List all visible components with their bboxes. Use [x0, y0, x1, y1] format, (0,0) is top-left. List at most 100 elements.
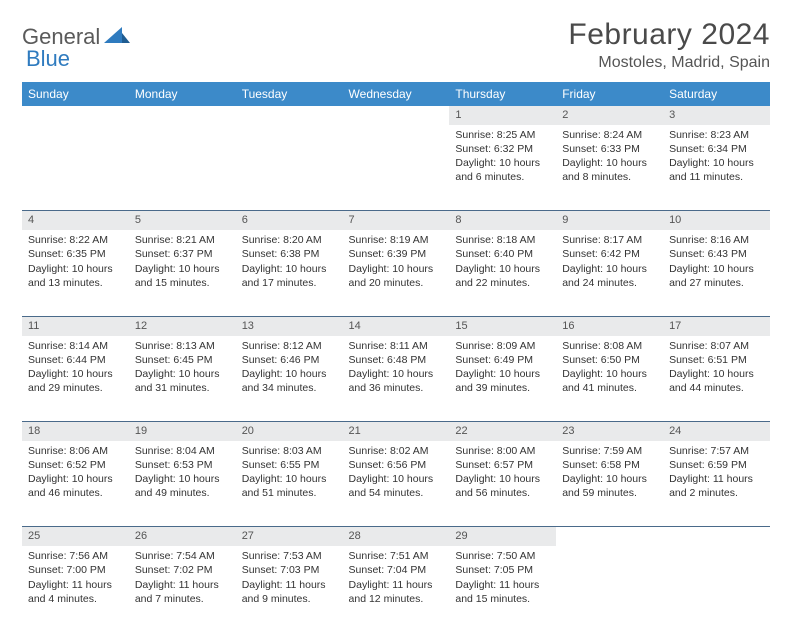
day-content-row: Sunrise: 8:14 AMSunset: 6:44 PMDaylight:… — [22, 336, 770, 422]
day-content-cell: Sunrise: 8:25 AMSunset: 6:32 PMDaylight:… — [449, 125, 556, 211]
day-content-cell: Sunrise: 8:16 AMSunset: 6:43 PMDaylight:… — [663, 230, 770, 316]
day-content-cell: Sunrise: 8:19 AMSunset: 6:39 PMDaylight:… — [343, 230, 450, 316]
sunrise-line: Sunrise: 8:04 AM — [135, 444, 230, 458]
day-number-cell: 12 — [129, 316, 236, 335]
day-number-cell: 9 — [556, 211, 663, 230]
sunrise-line: Sunrise: 8:00 AM — [455, 444, 550, 458]
daylight-line: Daylight: 10 hours and 54 minutes. — [349, 472, 444, 500]
daylight-line: Daylight: 10 hours and 51 minutes. — [242, 472, 337, 500]
weekday-header: Tuesday — [236, 82, 343, 106]
sunset-line: Sunset: 6:52 PM — [28, 458, 123, 472]
sunrise-line: Sunrise: 7:50 AM — [455, 549, 550, 563]
day-number-cell: 16 — [556, 316, 663, 335]
daylight-line: Daylight: 10 hours and 56 minutes. — [455, 472, 550, 500]
daylight-line: Daylight: 10 hours and 31 minutes. — [135, 367, 230, 395]
weekday-header: Monday — [129, 82, 236, 106]
weekday-header: Friday — [556, 82, 663, 106]
sunset-line: Sunset: 6:40 PM — [455, 247, 550, 261]
sunrise-line: Sunrise: 8:22 AM — [28, 233, 123, 247]
day-content-cell — [129, 125, 236, 211]
day-content-cell: Sunrise: 7:51 AMSunset: 7:04 PMDaylight:… — [343, 546, 450, 632]
day-content-cell: Sunrise: 7:56 AMSunset: 7:00 PMDaylight:… — [22, 546, 129, 632]
logo-word-blue: Blue — [26, 46, 70, 71]
day-number-cell: 29 — [449, 527, 556, 546]
day-content-cell: Sunrise: 8:12 AMSunset: 6:46 PMDaylight:… — [236, 336, 343, 422]
day-content-cell: Sunrise: 8:03 AMSunset: 6:55 PMDaylight:… — [236, 441, 343, 527]
day-number-row: 123 — [22, 106, 770, 125]
day-content-cell: Sunrise: 8:09 AMSunset: 6:49 PMDaylight:… — [449, 336, 556, 422]
sunset-line: Sunset: 6:44 PM — [28, 353, 123, 367]
sunrise-line: Sunrise: 8:19 AM — [349, 233, 444, 247]
day-number-row: 11121314151617 — [22, 316, 770, 335]
daylight-line: Daylight: 11 hours and 2 minutes. — [669, 472, 764, 500]
sunrise-line: Sunrise: 7:54 AM — [135, 549, 230, 563]
daylight-line: Daylight: 10 hours and 29 minutes. — [28, 367, 123, 395]
day-number-row: 2526272829 — [22, 527, 770, 546]
sunset-line: Sunset: 6:59 PM — [669, 458, 764, 472]
daylight-line: Daylight: 10 hours and 46 minutes. — [28, 472, 123, 500]
day-content-cell: Sunrise: 7:54 AMSunset: 7:02 PMDaylight:… — [129, 546, 236, 632]
day-content-cell: Sunrise: 7:53 AMSunset: 7:03 PMDaylight:… — [236, 546, 343, 632]
daylight-line: Daylight: 10 hours and 59 minutes. — [562, 472, 657, 500]
daylight-line: Daylight: 10 hours and 44 minutes. — [669, 367, 764, 395]
day-number-cell: 23 — [556, 422, 663, 441]
sunrise-line: Sunrise: 8:11 AM — [349, 339, 444, 353]
daylight-line: Daylight: 10 hours and 13 minutes. — [28, 262, 123, 290]
day-content-cell: Sunrise: 8:08 AMSunset: 6:50 PMDaylight:… — [556, 336, 663, 422]
sunset-line: Sunset: 6:48 PM — [349, 353, 444, 367]
day-content-cell: Sunrise: 8:02 AMSunset: 6:56 PMDaylight:… — [343, 441, 450, 527]
day-number-row: 18192021222324 — [22, 422, 770, 441]
sunrise-line: Sunrise: 8:20 AM — [242, 233, 337, 247]
day-number-cell: 26 — [129, 527, 236, 546]
daylight-line: Daylight: 10 hours and 24 minutes. — [562, 262, 657, 290]
sunset-line: Sunset: 6:32 PM — [455, 142, 550, 156]
day-number-cell — [343, 106, 450, 125]
day-number-cell: 8 — [449, 211, 556, 230]
header: General February 2024 Mostoles, Madrid, … — [22, 18, 770, 72]
day-number-cell: 22 — [449, 422, 556, 441]
day-number-cell: 5 — [129, 211, 236, 230]
day-content-cell: Sunrise: 8:22 AMSunset: 6:35 PMDaylight:… — [22, 230, 129, 316]
sunrise-line: Sunrise: 7:57 AM — [669, 444, 764, 458]
sunrise-line: Sunrise: 8:25 AM — [455, 128, 550, 142]
daylight-line: Daylight: 11 hours and 12 minutes. — [349, 578, 444, 606]
day-number-cell: 24 — [663, 422, 770, 441]
day-content-cell — [236, 125, 343, 211]
day-number-cell: 7 — [343, 211, 450, 230]
sunset-line: Sunset: 6:37 PM — [135, 247, 230, 261]
sunrise-line: Sunrise: 7:53 AM — [242, 549, 337, 563]
day-content-row: Sunrise: 8:22 AMSunset: 6:35 PMDaylight:… — [22, 230, 770, 316]
sunset-line: Sunset: 6:39 PM — [349, 247, 444, 261]
day-content-cell: Sunrise: 8:13 AMSunset: 6:45 PMDaylight:… — [129, 336, 236, 422]
day-content-cell: Sunrise: 8:23 AMSunset: 6:34 PMDaylight:… — [663, 125, 770, 211]
location: Mostoles, Madrid, Spain — [568, 54, 770, 72]
sunset-line: Sunset: 6:57 PM — [455, 458, 550, 472]
sunset-line: Sunset: 7:02 PM — [135, 563, 230, 577]
day-number-cell: 27 — [236, 527, 343, 546]
sunrise-line: Sunrise: 8:16 AM — [669, 233, 764, 247]
day-content-cell: Sunrise: 8:04 AMSunset: 6:53 PMDaylight:… — [129, 441, 236, 527]
day-number-cell — [663, 527, 770, 546]
day-number-cell — [129, 106, 236, 125]
sunset-line: Sunset: 7:03 PM — [242, 563, 337, 577]
day-content-cell: Sunrise: 8:06 AMSunset: 6:52 PMDaylight:… — [22, 441, 129, 527]
day-content-cell — [663, 546, 770, 632]
day-number-cell: 25 — [22, 527, 129, 546]
daylight-line: Daylight: 11 hours and 7 minutes. — [135, 578, 230, 606]
day-number-cell: 20 — [236, 422, 343, 441]
day-number-cell: 11 — [22, 316, 129, 335]
daylight-line: Daylight: 10 hours and 36 minutes. — [349, 367, 444, 395]
daylight-line: Daylight: 10 hours and 15 minutes. — [135, 262, 230, 290]
day-content-cell — [22, 125, 129, 211]
daylight-line: Daylight: 10 hours and 27 minutes. — [669, 262, 764, 290]
sunset-line: Sunset: 6:35 PM — [28, 247, 123, 261]
daylight-line: Daylight: 11 hours and 9 minutes. — [242, 578, 337, 606]
sunset-line: Sunset: 6:53 PM — [135, 458, 230, 472]
sunset-line: Sunset: 6:49 PM — [455, 353, 550, 367]
day-content-cell: Sunrise: 8:07 AMSunset: 6:51 PMDaylight:… — [663, 336, 770, 422]
sunset-line: Sunset: 6:51 PM — [669, 353, 764, 367]
sunrise-line: Sunrise: 8:14 AM — [28, 339, 123, 353]
day-number-cell — [556, 527, 663, 546]
daylight-line: Daylight: 10 hours and 49 minutes. — [135, 472, 230, 500]
sunset-line: Sunset: 6:34 PM — [669, 142, 764, 156]
